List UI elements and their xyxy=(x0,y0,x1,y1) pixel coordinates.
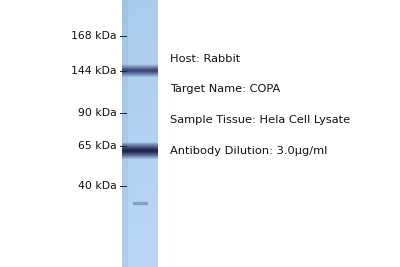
Text: 168 kDa: 168 kDa xyxy=(71,31,117,41)
Text: 40 kDa: 40 kDa xyxy=(78,180,117,191)
Text: Target Name: COPA: Target Name: COPA xyxy=(170,84,280,95)
Text: Antibody Dilution: 3.0μg/ml: Antibody Dilution: 3.0μg/ml xyxy=(170,146,327,156)
Text: Host: Rabbit: Host: Rabbit xyxy=(170,54,240,64)
Text: 90 kDa: 90 kDa xyxy=(78,108,117,119)
Text: 144 kDa: 144 kDa xyxy=(71,66,117,76)
Text: Sample Tissue: Hela Cell Lysate: Sample Tissue: Hela Cell Lysate xyxy=(170,115,350,125)
Text: 65 kDa: 65 kDa xyxy=(78,140,117,151)
